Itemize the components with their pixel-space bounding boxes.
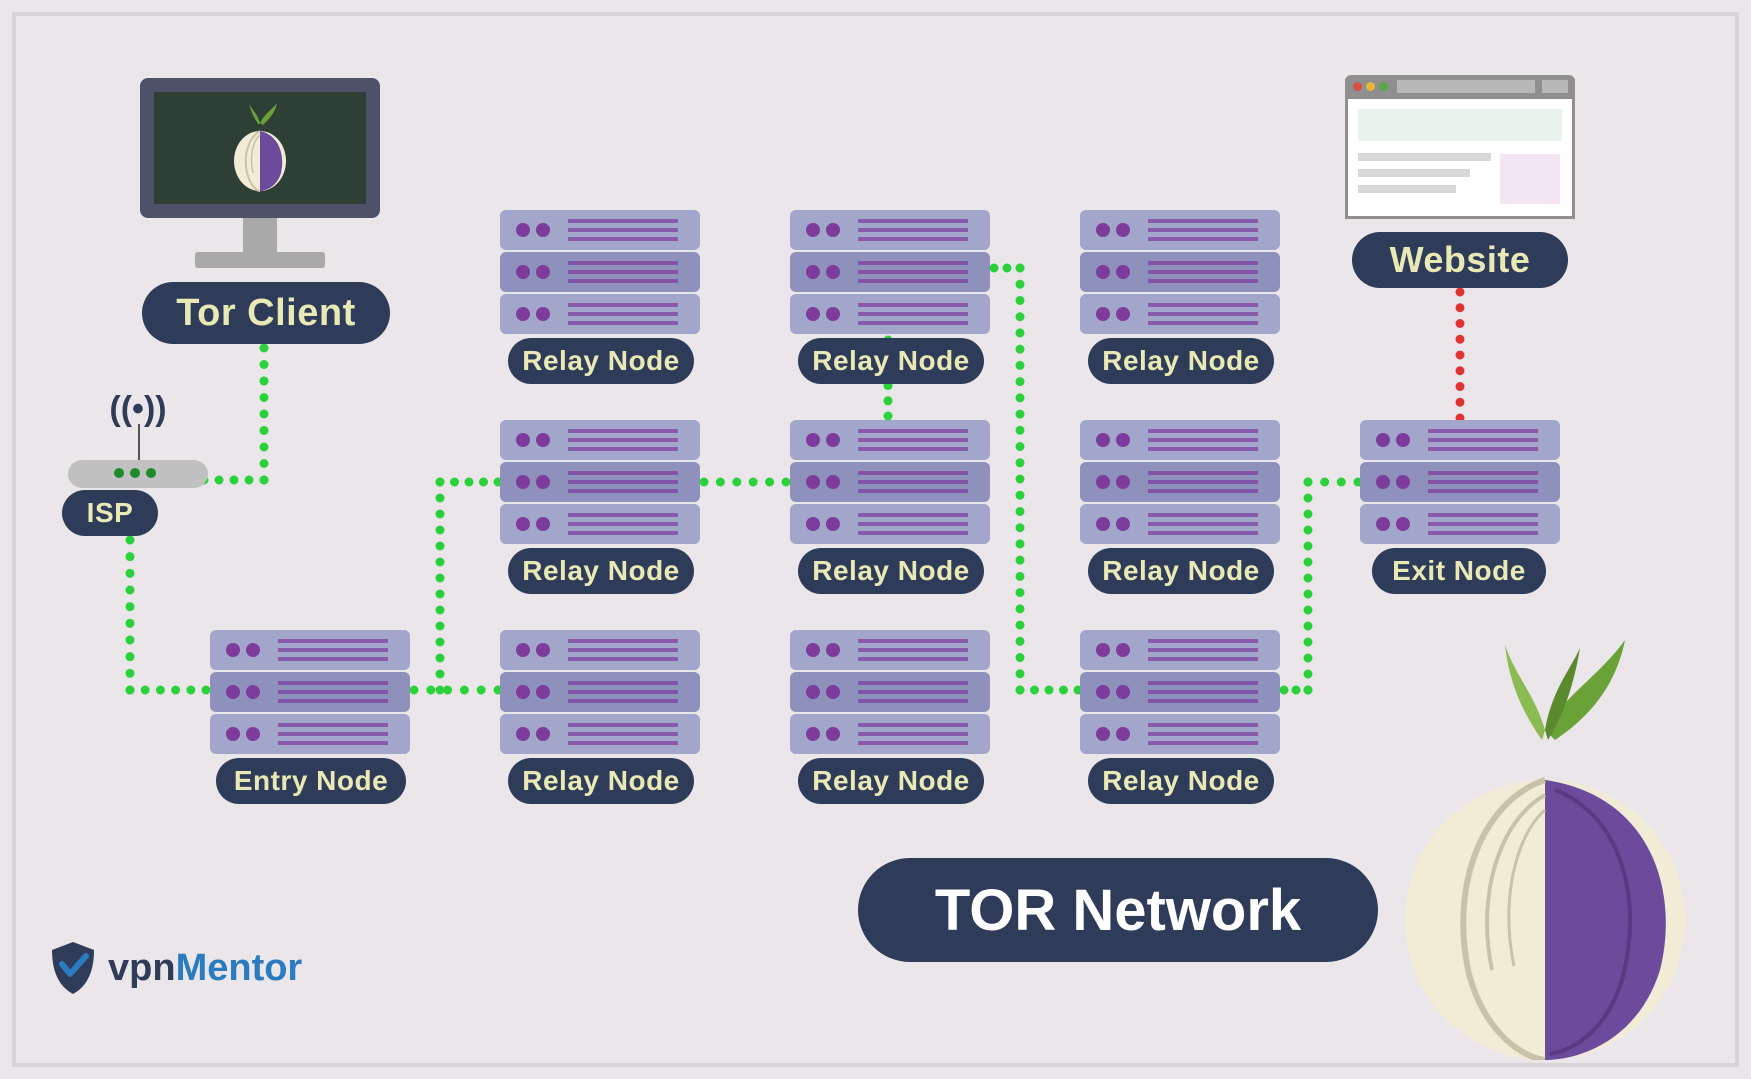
server-rack-unit: [210, 714, 410, 754]
relay-node-label: Relay Node: [1088, 338, 1274, 384]
browser-page: [1345, 99, 1575, 219]
relay-node-server: [1080, 630, 1280, 756]
server-rack-unit: [500, 462, 700, 502]
server-rack-unit: [1080, 504, 1280, 544]
relay-node-label: Relay Node: [1088, 758, 1274, 804]
server-rack-unit: [210, 630, 410, 670]
server-rack-unit: [1080, 252, 1280, 292]
tor-client-monitor: [140, 78, 380, 268]
shield-icon: [48, 940, 98, 996]
server-rack-unit: [500, 672, 700, 712]
server-rack-unit: [790, 210, 990, 250]
tor-onion-large-icon: [1380, 640, 1710, 1060]
entry-node-server: [210, 630, 410, 756]
relay-node-server: [500, 210, 700, 336]
website-label: Website: [1352, 232, 1568, 288]
isp-label: ISP: [62, 490, 158, 536]
exit-node-server: [1360, 420, 1560, 546]
tor-onion-icon: [225, 103, 295, 193]
server-rack-unit: [1080, 672, 1280, 712]
server-rack-unit: [790, 252, 990, 292]
relay-node-label: Relay Node: [1088, 548, 1274, 594]
relay-node-label: Relay Node: [798, 548, 984, 594]
server-rack-unit: [1080, 630, 1280, 670]
server-rack-unit: [790, 462, 990, 502]
relay-node-server: [1080, 210, 1280, 336]
monitor-screen: [140, 78, 380, 218]
server-rack-unit: [1080, 294, 1280, 334]
relay-node-label: Relay Node: [798, 338, 984, 384]
server-rack-unit: [500, 252, 700, 292]
server-rack-unit: [790, 630, 990, 670]
server-rack-unit: [1080, 210, 1280, 250]
server-rack-unit: [790, 714, 990, 754]
website-browser: [1345, 75, 1575, 219]
server-rack-unit: [790, 294, 990, 334]
logo-text-mentor: Mentor: [176, 947, 303, 989]
isp-router: ((•)): [68, 460, 208, 488]
browser-chrome: [1345, 75, 1575, 99]
entry-node-label: Entry Node: [216, 758, 406, 804]
tor-network-title: TOR Network: [858, 858, 1378, 962]
server-rack-unit: [1080, 462, 1280, 502]
vpnmentor-logo: vpnMentor: [48, 940, 302, 996]
relay-node-label: Relay Node: [508, 338, 694, 384]
relay-node-label: Relay Node: [508, 758, 694, 804]
relay-node-label: Relay Node: [798, 758, 984, 804]
relay-node-server: [790, 210, 990, 336]
exit-node-label: Exit Node: [1372, 548, 1546, 594]
server-rack-unit: [1080, 420, 1280, 460]
server-rack-unit: [210, 672, 410, 712]
relay-node-server: [790, 420, 990, 546]
server-rack-unit: [500, 210, 700, 250]
server-rack-unit: [500, 714, 700, 754]
server-rack-unit: [1360, 504, 1560, 544]
logo-text-vpn: vpn: [108, 947, 176, 989]
server-rack-unit: [790, 672, 990, 712]
server-rack-unit: [500, 630, 700, 670]
server-rack-unit: [500, 294, 700, 334]
relay-node-server: [500, 630, 700, 756]
server-rack-unit: [500, 420, 700, 460]
relay-node-server: [790, 630, 990, 756]
server-rack-unit: [1360, 420, 1560, 460]
tor-client-label: Tor Client: [142, 282, 390, 344]
server-rack-unit: [500, 504, 700, 544]
server-rack-unit: [1080, 714, 1280, 754]
relay-node-label: Relay Node: [508, 548, 694, 594]
relay-node-server: [500, 420, 700, 546]
server-rack-unit: [790, 504, 990, 544]
server-rack-unit: [790, 420, 990, 460]
relay-node-server: [1080, 420, 1280, 546]
server-rack-unit: [1360, 462, 1560, 502]
